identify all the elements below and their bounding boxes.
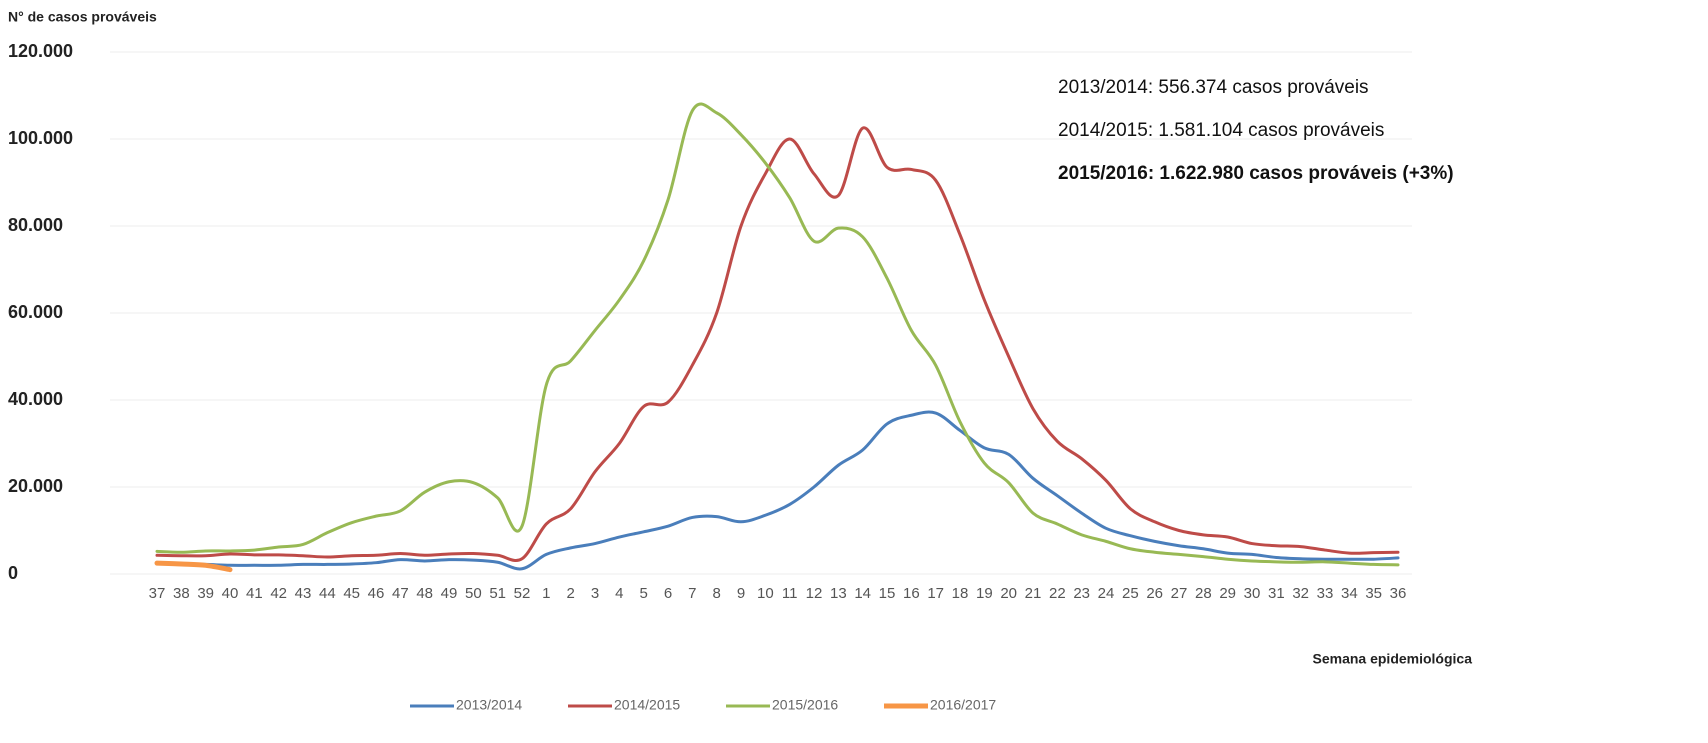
x-tick-label: 19 <box>976 585 993 602</box>
x-tick-label: 29 <box>1219 585 1236 602</box>
y-axis-label: N° de casos prováveis <box>8 9 157 25</box>
x-tick-label: 43 <box>295 585 312 602</box>
x-tick-label: 15 <box>879 585 896 602</box>
x-tick-label: 1 <box>542 585 550 602</box>
x-tick-label: 4 <box>615 585 623 602</box>
x-tick-label: 25 <box>1122 585 1139 602</box>
x-tick-label: 45 <box>343 585 360 602</box>
x-tick-label: 18 <box>952 585 969 602</box>
x-tick-label: 26 <box>1146 585 1163 602</box>
x-tick-label: 21 <box>1025 585 1042 602</box>
x-tick-label: 5 <box>639 585 647 602</box>
x-tick-label: 14 <box>854 585 871 602</box>
x-tick-label: 52 <box>514 585 531 602</box>
legend-label: 2013/2014 <box>456 697 522 713</box>
annotation: 2015/2016: 1.622.980 casos prováveis (+3… <box>1058 163 1454 184</box>
x-tick-label: 11 <box>782 585 798 602</box>
x-tick-label: 46 <box>368 585 385 602</box>
x-tick-label: 3 <box>591 585 599 602</box>
x-tick-label: 48 <box>416 585 433 602</box>
line <box>155 126 1400 563</box>
x-tick-label: 32 <box>1292 585 1309 602</box>
x-tick-label: 35 <box>1365 585 1382 602</box>
y-tick-label: 60.000 <box>8 302 63 322</box>
line <box>154 560 233 573</box>
x-tick-label: 40 <box>222 585 239 602</box>
x-tick-label: 9 <box>737 585 745 602</box>
x-tick-label: 7 <box>688 585 696 602</box>
x-tick-label: 20 <box>1000 585 1017 602</box>
x-tick-label: 37 <box>149 585 166 602</box>
y-tick-label: 0 <box>8 563 18 583</box>
x-tick-label: 51 <box>489 585 506 602</box>
x-tick-label: 17 <box>927 585 944 602</box>
annotation: 2013/2014: 556.374 casos prováveis <box>1058 77 1369 98</box>
x-tick-label: 31 <box>1268 585 1285 602</box>
y-tick-label: 120.000 <box>8 41 73 61</box>
x-tick-label: 30 <box>1244 585 1261 602</box>
x-tick-label: 34 <box>1341 585 1358 602</box>
x-axis-label: Semana epidemiológica <box>1313 651 1473 667</box>
x-tick-label: 8 <box>712 585 720 602</box>
x-tick-label: 47 <box>392 585 409 602</box>
x-tick-label: 49 <box>441 585 458 602</box>
x-tick-label: 36 <box>1390 585 1407 602</box>
x-tick-label: 6 <box>664 585 672 602</box>
x-tick-label: 41 <box>246 585 263 602</box>
x-tick-label: 12 <box>806 585 823 602</box>
x-tick-label: 39 <box>197 585 214 602</box>
x-tick-label: 2 <box>566 585 574 602</box>
x-tick-label: 33 <box>1317 585 1334 602</box>
legend-label: 2015/2016 <box>772 697 838 713</box>
line <box>155 410 1400 571</box>
x-tick-label: 16 <box>903 585 920 602</box>
line <box>155 102 1400 567</box>
x-tick-label: 27 <box>1171 585 1188 602</box>
x-tick-label: 44 <box>319 585 336 602</box>
x-tick-label: 50 <box>465 585 482 602</box>
legend-label: 2014/2015 <box>614 697 680 713</box>
x-tick-label: 22 <box>1049 585 1066 602</box>
x-tick-label: 10 <box>757 585 774 602</box>
y-tick-label: 80.000 <box>8 215 63 235</box>
y-tick-label: 40.000 <box>8 389 63 409</box>
x-tick-label: 24 <box>1098 585 1115 602</box>
annotation: 2014/2015: 1.581.104 casos prováveis <box>1058 120 1384 141</box>
x-tick-label: 13 <box>830 585 847 602</box>
x-tick-label: 23 <box>1073 585 1090 602</box>
x-tick-label: 28 <box>1195 585 1212 602</box>
legend-label: 2016/2017 <box>930 697 996 713</box>
y-tick-label: 20.000 <box>8 476 63 496</box>
y-tick-label: 100.000 <box>8 128 73 148</box>
x-tick-label: 38 <box>173 585 190 602</box>
x-tick-label: 42 <box>270 585 287 602</box>
